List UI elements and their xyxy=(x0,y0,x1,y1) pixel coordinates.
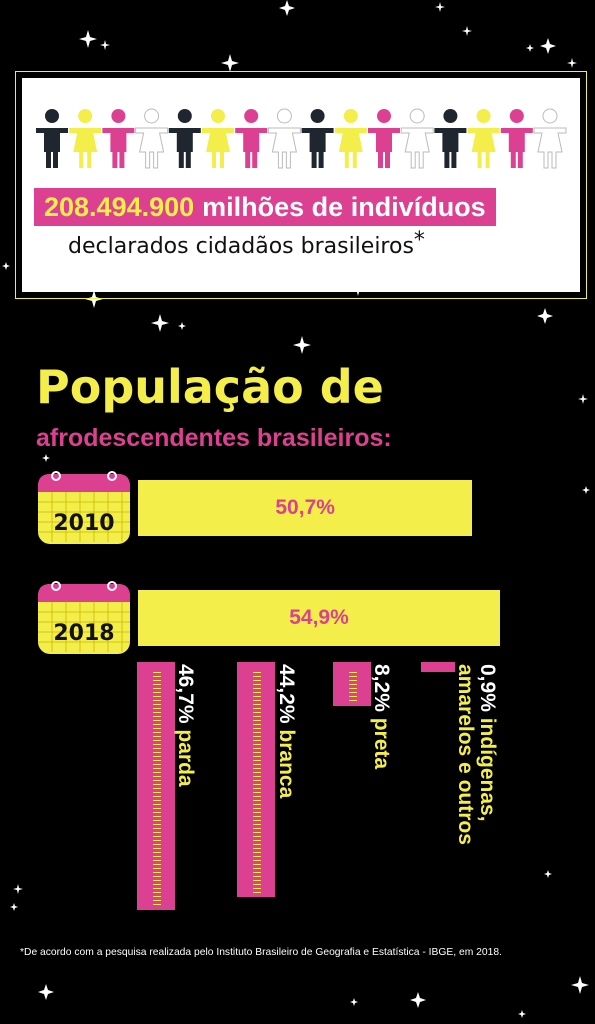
person-icon xyxy=(267,108,301,169)
bar-branca xyxy=(237,662,275,897)
population-card: 208.494.900 milhões de indivíduos declar… xyxy=(15,71,587,299)
star-icon xyxy=(85,290,103,308)
section-subtitle: afrodescendentes brasileiros: xyxy=(36,424,392,452)
star-icon xyxy=(79,30,97,48)
year-2010-label: 2010 xyxy=(53,511,114,536)
person-icon xyxy=(467,109,500,168)
person-icon xyxy=(368,109,400,168)
bar-2010: 50,7% xyxy=(138,480,473,536)
citizens-subline: declarados cidadãos brasileiros* xyxy=(68,228,425,259)
asterisk-marker: * xyxy=(413,228,425,253)
bar-2010-value: 50,7% xyxy=(275,496,335,519)
person-icon xyxy=(301,109,334,168)
pct-preta: 8,2% xyxy=(370,664,393,712)
star-icon xyxy=(350,998,358,1006)
star-icon xyxy=(518,1010,526,1018)
star-icon xyxy=(42,454,50,462)
bar-preta xyxy=(333,662,371,706)
star-icon xyxy=(544,870,552,878)
star-icon xyxy=(38,984,54,1000)
star-icon xyxy=(10,903,18,911)
label-preta: 8,2% preta xyxy=(370,664,393,770)
calendar-icon: 2018 xyxy=(38,581,130,654)
pct-parda: 46,7% xyxy=(174,664,197,724)
person-icon xyxy=(202,109,234,168)
total-population-number: 208.494.900 xyxy=(44,191,195,222)
person-icon xyxy=(168,109,201,168)
star-icon xyxy=(293,336,311,354)
bar-outros xyxy=(421,662,455,672)
star-icon xyxy=(526,44,534,52)
person-icon xyxy=(135,108,169,169)
star-icon xyxy=(151,314,169,332)
calendar-icon: 2010 xyxy=(38,471,130,544)
ruler-marks xyxy=(349,672,357,704)
person-icon xyxy=(334,109,367,168)
year-2018-label: 2018 xyxy=(53,621,114,646)
star-icon xyxy=(462,26,472,36)
total-population-text: milhões de indivíduos xyxy=(202,191,486,222)
label-outros: 0,9% indígenas, amarelos e outros xyxy=(454,664,499,914)
person-icon xyxy=(400,108,434,169)
star-icon xyxy=(578,394,588,404)
bar-2018: 54,9% xyxy=(138,590,500,646)
label-branca: 44,2% branca xyxy=(275,664,298,799)
total-population-banner: 208.494.900 milhões de indivíduos xyxy=(34,188,496,226)
person-icon xyxy=(69,109,102,168)
person-icon xyxy=(500,109,533,168)
star-icon xyxy=(410,992,426,1008)
star-icon xyxy=(279,0,295,16)
section-title: População de xyxy=(36,360,384,414)
label-parda: 46,7% parda xyxy=(174,664,197,787)
pct-branca: 44,2% xyxy=(275,664,298,724)
cat-outros: indígenas, amarelos e outros xyxy=(454,664,499,845)
bar-parda xyxy=(137,662,175,910)
star-icon xyxy=(221,54,239,72)
star-icon xyxy=(571,976,589,994)
person-icon xyxy=(36,109,68,168)
star-icon xyxy=(178,322,186,330)
citizens-subline-text: declarados cidadãos brasileiros xyxy=(68,234,414,259)
star-icon xyxy=(567,58,577,68)
cat-parda: parda xyxy=(174,729,197,787)
ruler-marks xyxy=(253,672,261,895)
ruler-marks xyxy=(153,672,161,908)
cat-preta: preta xyxy=(370,717,393,770)
person-icon xyxy=(235,109,268,168)
cat-branca: branca xyxy=(275,729,298,799)
person-icon xyxy=(434,109,467,168)
pct-outros: 0,9% xyxy=(476,664,499,712)
star-icon xyxy=(435,2,445,12)
star-icon xyxy=(537,308,553,324)
people-chain-illustration xyxy=(36,108,567,169)
star-icon xyxy=(540,38,556,54)
person-icon xyxy=(102,109,135,168)
footnote: *De acordo com a pesquisa realizada pelo… xyxy=(20,947,502,958)
person-icon xyxy=(533,108,567,169)
star-icon xyxy=(582,486,590,494)
star-icon xyxy=(13,884,23,894)
star-icon xyxy=(2,262,10,270)
bar-2018-value: 54,9% xyxy=(289,606,349,629)
star-icon xyxy=(100,40,110,50)
